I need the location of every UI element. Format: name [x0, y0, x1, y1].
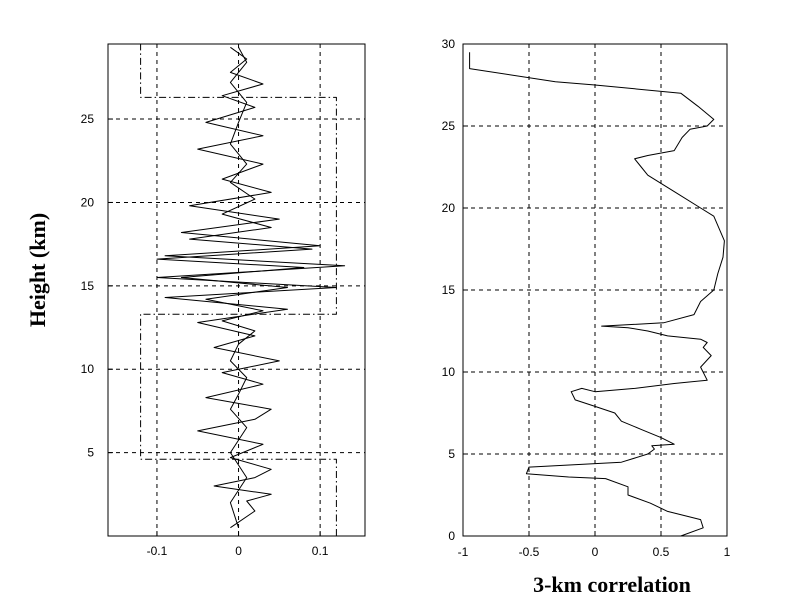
y-tick-label: 20: [442, 201, 456, 215]
series-line-1: [156, 46, 346, 529]
plot-frame: [462, 43, 728, 537]
y-tick-label: 15: [442, 283, 456, 297]
x-tick-label: -0.1: [147, 544, 168, 558]
y-tick-label: 30: [442, 37, 456, 51]
y-tick-label: 25: [81, 112, 95, 126]
left-plot: -0.1 0 0.1 5 10 15 20 25: [81, 43, 366, 558]
x-tick-label: 0: [592, 545, 599, 559]
x-axis-title: 3-km correlation: [533, 572, 691, 597]
plot-frame: [107, 43, 366, 537]
series-line-2: [156, 47, 313, 528]
y-tick-label: 5: [87, 446, 94, 460]
y-tick-label: 5: [448, 447, 455, 461]
series-line-3: [140, 44, 337, 536]
y-axis-title: Height (km): [25, 213, 50, 327]
y-tick-label: 10: [81, 362, 95, 376]
y-tick-label: 0: [448, 529, 455, 543]
y-tick-label: 20: [81, 195, 95, 209]
x-tick-label: -1: [458, 545, 469, 559]
y-tick-label: 10: [442, 365, 456, 379]
x-tick-label: 0: [235, 544, 242, 558]
y-tick-label: 25: [442, 119, 456, 133]
x-tick-label: 1: [724, 545, 731, 559]
x-tick-label: -0.5: [519, 545, 540, 559]
x-tick-label: 0.5: [653, 545, 670, 559]
y-tick-label: 15: [81, 279, 95, 293]
series-line-1: [469, 52, 725, 537]
x-tick-label: 0.1: [312, 544, 329, 558]
